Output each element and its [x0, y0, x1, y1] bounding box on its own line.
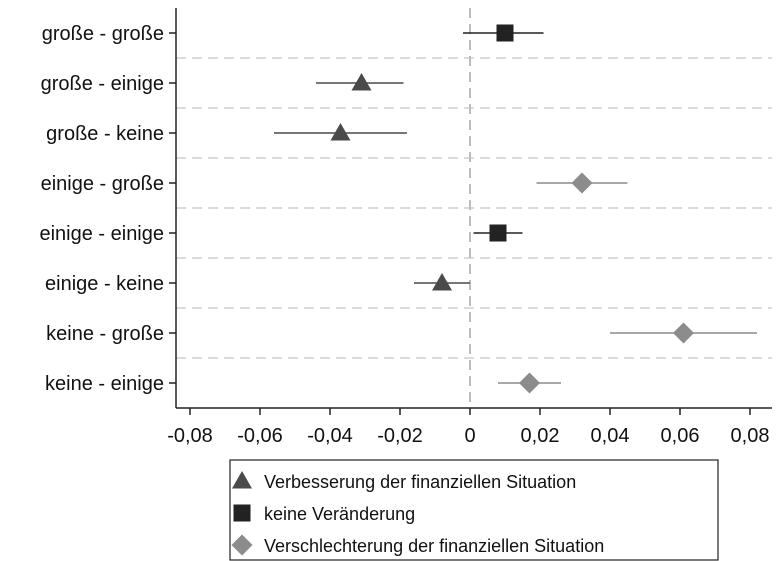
point-estimate-diamond [571, 172, 593, 194]
legend-marker-square [233, 504, 251, 522]
point-estimate-triangle [432, 273, 452, 291]
legend-marker-triangle [232, 471, 252, 489]
category-label: einige - große [41, 173, 164, 195]
grid-layer [176, 8, 772, 408]
marks-layer [274, 24, 757, 394]
legend-marker-diamond [231, 534, 253, 556]
legend: Verbesserung der finanziellen Situation k… [229, 459, 719, 561]
point-estimate-triangle [330, 123, 351, 141]
point-estimate-triangle [351, 73, 372, 91]
category-label: einige - einige [39, 223, 164, 245]
x-tick-label: -0,06 [237, 425, 283, 447]
legend-label: keine Veränderung [264, 504, 415, 524]
x-tick-label: 0,04 [591, 425, 630, 447]
category-label: große - keine [46, 123, 164, 145]
point-estimate-square [496, 24, 514, 42]
x-tick-label: -0,08 [167, 425, 213, 447]
legend-label: Verschlechterung der finanziellen Situat… [264, 536, 604, 556]
category-label: große - einige [41, 73, 164, 95]
x-tick-label: 0 [464, 425, 475, 447]
axis-layer: große - große große - einige große - keine… [39, 8, 772, 447]
point-estimate-diamond [519, 372, 540, 394]
x-tick-label: 0,08 [731, 425, 770, 447]
x-tick-label: 0,06 [661, 425, 700, 447]
x-tick-label: -0,04 [307, 425, 353, 447]
point-estimate-square [489, 224, 507, 242]
x-tick-label: 0,02 [521, 425, 560, 447]
category-label: große - große [42, 23, 164, 45]
category-label: einige - keine [45, 273, 164, 295]
legend-label: Verbesserung der finanziellen Situation [264, 472, 576, 492]
point-estimate-diamond [673, 322, 694, 344]
legend-box [229, 459, 719, 561]
category-label: keine - einige [45, 373, 164, 395]
category-label: keine - große [46, 323, 164, 345]
x-tick-label: -0,02 [377, 425, 423, 447]
